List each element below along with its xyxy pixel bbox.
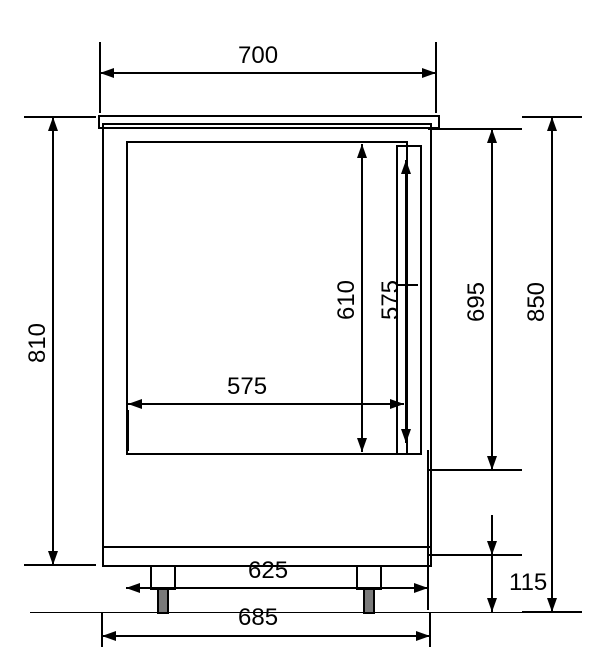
dim-top-700: 700: [238, 42, 278, 70]
dim-right-115: 115: [509, 569, 547, 597]
dim-bot-625: 625: [248, 557, 288, 585]
dim-inner-w-575: 575: [227, 373, 267, 401]
inner-opening: [126, 141, 408, 455]
dim-bot-685: 685: [238, 604, 278, 632]
